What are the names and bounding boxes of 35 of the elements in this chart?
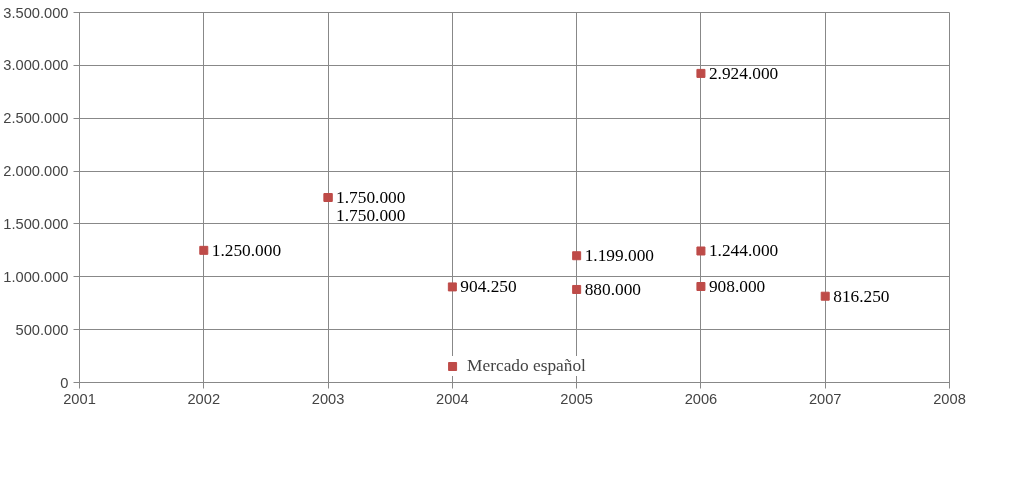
data-label: 1.250.000 <box>211 240 282 260</box>
data-label: 880.000 <box>584 279 641 299</box>
y-tick-label: 500.000 <box>15 321 69 338</box>
y-tick-label: 2.500.000 <box>3 110 69 127</box>
y-tick-label: 0 <box>60 374 69 391</box>
data-label: 1.199.000 <box>584 246 654 266</box>
point <box>572 284 582 294</box>
x-tick-label: 2002 <box>187 390 221 407</box>
x-tick-label: 2008 <box>933 390 966 407</box>
x-tick-label: 2003 <box>311 390 345 407</box>
point <box>572 251 582 261</box>
y-tick-label: 3.500.000 <box>3 4 69 21</box>
data-label: 1.750.000 <box>336 188 406 207</box>
data-label: 904.250 <box>460 277 517 297</box>
point <box>696 246 706 256</box>
y-tick-label: 1.500.000 <box>3 215 69 232</box>
point <box>447 282 457 292</box>
point <box>696 282 706 292</box>
data-label: 908.000 <box>708 277 766 297</box>
data-label: 2.924.000 <box>708 63 779 83</box>
data-label: 1.244.000 <box>708 241 779 261</box>
point <box>199 245 209 255</box>
y-tick-label: 3.000.000 <box>3 57 69 74</box>
data-label: 1.750.000 <box>336 205 406 225</box>
data-label: 816.250 <box>833 286 890 306</box>
y-tick-label: 1.000.000 <box>3 268 69 285</box>
point <box>820 291 830 301</box>
x-tick-label: 2001 <box>63 390 96 407</box>
x-tick-label: 2005 <box>560 390 593 407</box>
y-tick-label: 2.000.000 <box>3 163 69 180</box>
x-tick-label: 2006 <box>684 390 718 407</box>
x-tick-label: 2004 <box>436 390 469 407</box>
x-tick-label: 2007 <box>808 390 842 407</box>
legend-label: Mercado español <box>467 356 586 376</box>
point <box>696 68 706 78</box>
